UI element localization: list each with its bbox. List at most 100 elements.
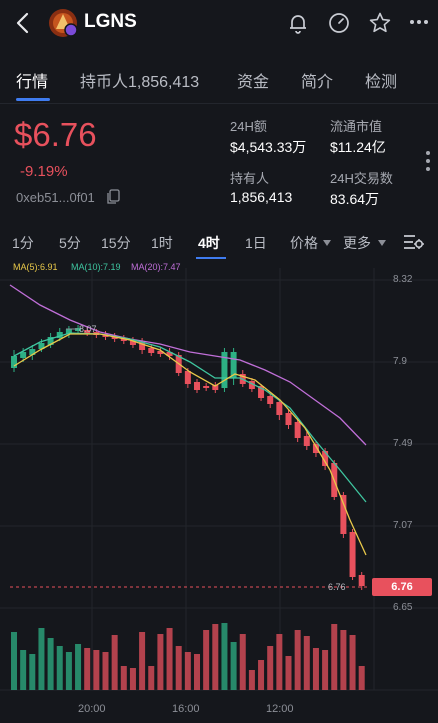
volume-bar — [322, 650, 329, 690]
candle-body — [38, 343, 45, 349]
volume-bar — [194, 654, 200, 690]
candle-body — [248, 381, 255, 389]
gauge-icon[interactable] — [328, 12, 350, 34]
candle-body — [258, 386, 265, 398]
volume-bar — [129, 668, 136, 690]
vol-label: 24H额 — [230, 119, 267, 134]
top-bar: LGNS — [0, 0, 438, 46]
star-icon[interactable] — [368, 11, 392, 35]
volume-bar — [148, 666, 155, 690]
volume-bar — [203, 630, 210, 690]
volume-bar — [139, 632, 146, 690]
caret-down-icon — [323, 240, 331, 246]
candle-body — [75, 328, 82, 331]
holders-label: 持有人 — [230, 171, 270, 186]
candle-body — [166, 352, 173, 356]
tf-15m[interactable]: 15分 — [101, 235, 131, 251]
ma10-line — [13, 332, 367, 503]
volume-bar — [93, 650, 100, 690]
candle-body — [221, 352, 228, 388]
low-price-marker: 6.76 — [328, 582, 346, 592]
price-menu[interactable]: 价格 — [290, 235, 318, 251]
tf-4h[interactable]: 4时 — [198, 235, 220, 251]
volume-bar — [84, 648, 91, 690]
candle-body — [340, 495, 347, 534]
active-tab-indicator — [16, 98, 50, 101]
price-axis-label: 8.32 — [393, 274, 413, 285]
ma10-legend: MA(10):7.19 — [71, 262, 121, 272]
volume-bar — [258, 660, 265, 690]
candle-body — [65, 329, 72, 334]
tf-1h[interactable]: 1时 — [151, 235, 173, 251]
volume-bar — [56, 646, 63, 690]
candle-body — [148, 348, 155, 353]
tx-value: 83.64万 — [330, 191, 380, 207]
candle-body — [120, 338, 127, 341]
candle-body — [276, 402, 283, 415]
bell-icon[interactable] — [287, 12, 309, 34]
candle-body — [203, 386, 210, 388]
candle-body — [303, 436, 310, 446]
tf-1m[interactable]: 1分 — [12, 235, 34, 251]
more-dots-icon[interactable] — [408, 15, 430, 29]
time-axis-label: 16:00 — [172, 703, 200, 715]
vol-value: $4,543.33万 — [230, 139, 307, 155]
volume-bar — [230, 642, 237, 690]
candle-body — [294, 422, 301, 438]
volume-bar — [175, 646, 182, 690]
volume-bar — [184, 652, 191, 690]
cap-value: $11.24亿 — [330, 139, 386, 155]
chart-settings-icon[interactable] — [403, 233, 425, 251]
tab-funds[interactable]: 资金 — [237, 74, 270, 91]
volume-bar — [38, 628, 45, 690]
more-menu[interactable]: 更多 — [343, 235, 371, 251]
chevron-left-icon[interactable] — [14, 12, 32, 34]
price-axis-label: 7.9 — [393, 356, 407, 367]
active-timeframe-indicator — [196, 257, 226, 259]
candle-body — [184, 371, 191, 384]
price-axis-label: 6.65 — [393, 602, 413, 613]
tab-check[interactable]: 检测 — [365, 74, 398, 91]
current-price: $6.76 — [14, 116, 97, 153]
volume-bar — [248, 670, 255, 690]
chart-grid — [0, 268, 438, 691]
tf-5m[interactable]: 5分 — [59, 235, 81, 251]
ma20-line — [9, 284, 367, 446]
volume-bar — [303, 636, 310, 690]
token-logo — [48, 8, 78, 38]
candle-body — [212, 385, 219, 390]
price-change: -9.19% — [20, 163, 68, 180]
time-axis-label: 12:00 — [266, 703, 294, 715]
ma5-line — [13, 333, 367, 556]
tab-market[interactable]: 行情 — [16, 74, 49, 91]
candle-body — [129, 340, 136, 345]
candle-body — [56, 332, 63, 338]
volume-bar — [312, 648, 319, 690]
volume-bar — [29, 654, 36, 690]
tab-intro[interactable]: 简介 — [301, 74, 334, 91]
candle-body — [157, 351, 164, 354]
candle-body — [358, 575, 365, 586]
price-axis-label: 7.49 — [393, 438, 413, 449]
volume-group — [11, 623, 365, 690]
volume-bar — [285, 656, 292, 690]
tf-1d[interactable]: 1日 — [245, 235, 267, 251]
candle-body — [267, 396, 274, 404]
caret-down-icon — [378, 240, 386, 246]
volume-bar — [102, 652, 109, 690]
candle-body — [11, 356, 17, 368]
more-vertical-icon[interactable] — [424, 150, 432, 172]
volume-bar — [358, 666, 365, 690]
copy-icon[interactable] — [106, 189, 121, 205]
candle-body — [20, 352, 27, 358]
volume-bar — [157, 634, 164, 690]
tab-holders[interactable]: 持币人1,856,413 — [80, 74, 200, 91]
volume-bar — [120, 666, 127, 690]
candle-body — [194, 382, 200, 390]
volume-bar — [47, 638, 54, 690]
candle-body — [312, 444, 319, 453]
candlestick-chart[interactable] — [0, 268, 438, 700]
volume-bar — [267, 646, 274, 690]
volume-bar — [75, 644, 82, 690]
candle-body — [29, 349, 36, 355]
